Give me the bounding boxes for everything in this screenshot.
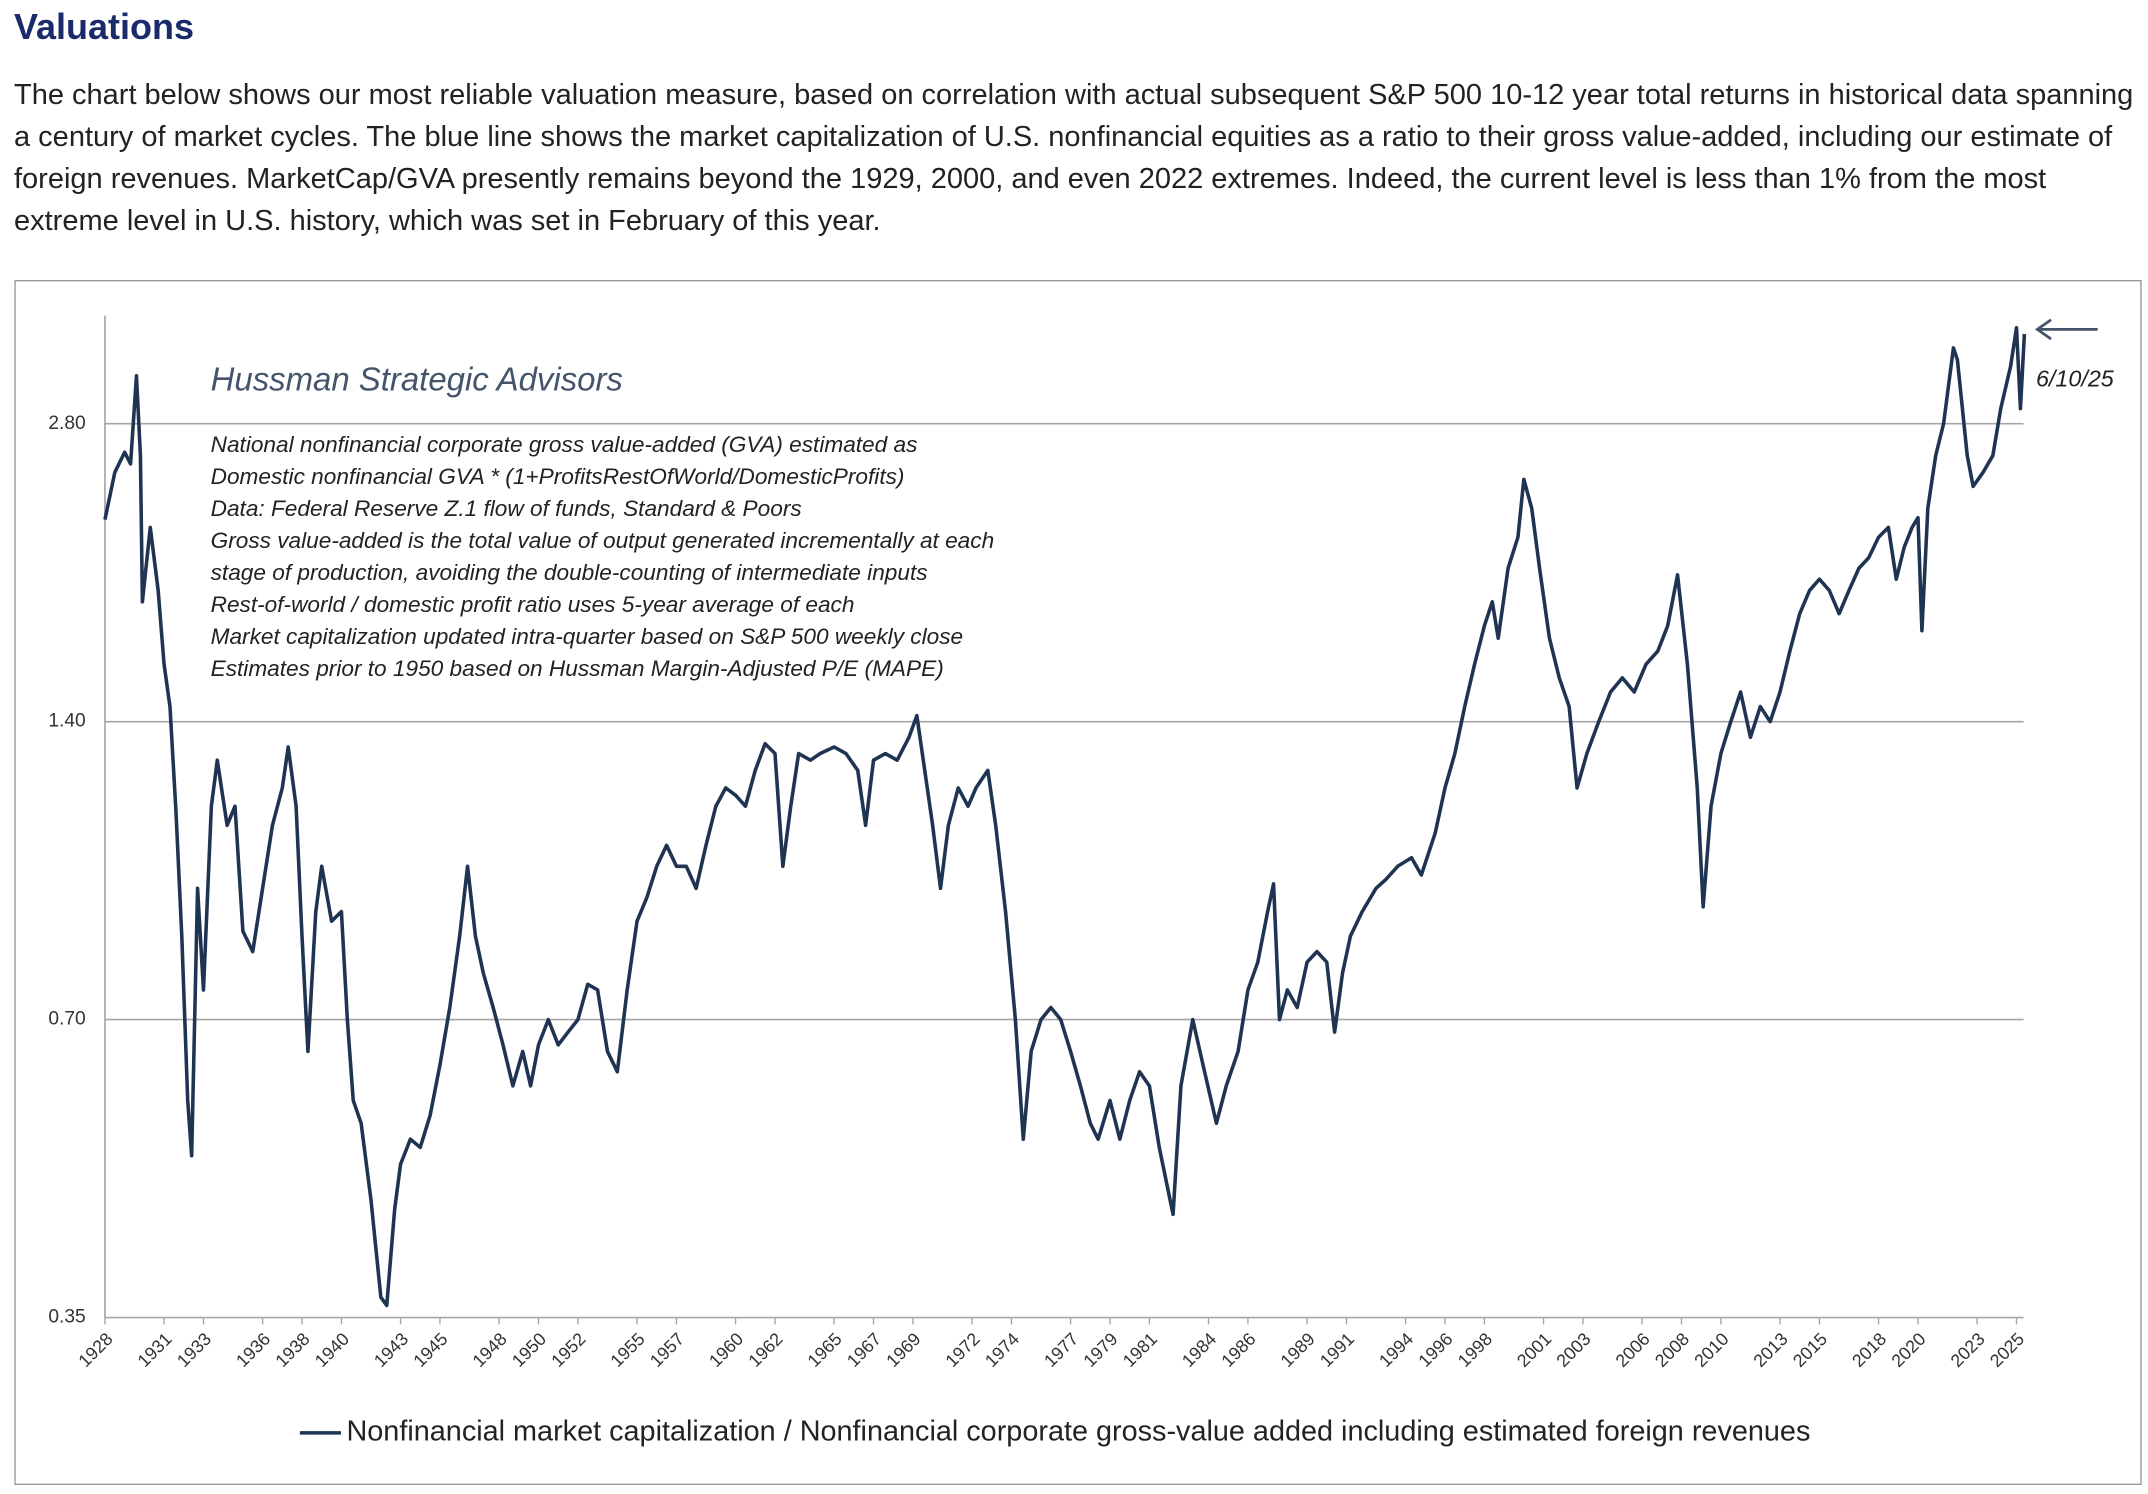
note: stage of production, avoiding the double… [211, 560, 928, 585]
chart: 6/10/25 Hussman Strategic Advisors 0.35 0… [14, 280, 2142, 1485]
note: Rest-of-world / domestic profit ratio us… [211, 592, 855, 617]
series-line [103, 326, 2027, 1308]
note: Market capitalization updated intra-quar… [211, 624, 964, 649]
chart-frame [14, 280, 2142, 1485]
annotation: 6/10/25 [2036, 365, 2115, 391]
legend-label: Nonfinancial market capitalization / Non… [346, 1415, 1810, 1447]
note: Estimates prior to 1950 based on Hussman… [211, 656, 944, 681]
chart-title: Hussman Strategic Advisors [211, 360, 623, 397]
heading: Valuations [14, 6, 195, 47]
y-tick-label: 1.40 [48, 711, 85, 732]
y-tick-label: 2.80 [48, 413, 85, 434]
note: National nonfinancial corporate gross va… [211, 432, 918, 457]
note: Data: Federal Reserve Z.1 flow of funds,… [211, 496, 802, 521]
note: Domestic nonfinancial GVA * (1+ProfitsRe… [211, 464, 905, 489]
y-tick-label: 0.70 [48, 1009, 85, 1030]
note: Gross value-added is the total value of … [211, 528, 995, 553]
arrow-head [2034, 318, 2052, 341]
y-tick-label: 0.35 [48, 1307, 85, 1328]
paragraph: The chart below shows our most reliable … [14, 79, 2134, 237]
